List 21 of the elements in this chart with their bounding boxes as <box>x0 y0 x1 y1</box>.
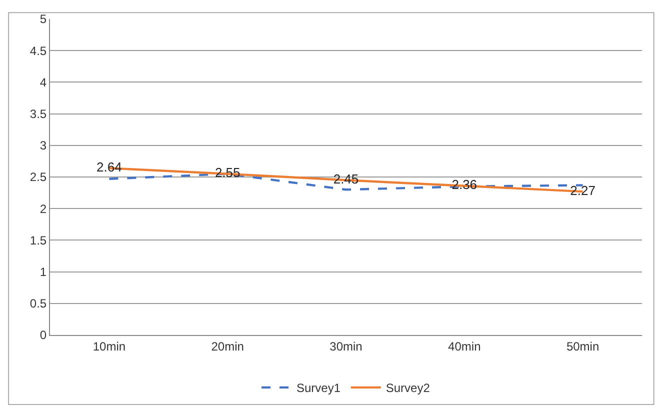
legend-label: Survey1 <box>296 381 341 396</box>
x-tick-label: 40min <box>448 339 481 354</box>
x-tick-label: 10min <box>92 339 126 354</box>
y-tick-label: 1.5 <box>30 233 47 248</box>
x-tick-label: 30min <box>330 339 362 354</box>
y-tick-label: 4.5 <box>30 44 47 58</box>
y-tick-label: 2.5 <box>30 170 47 184</box>
y-tick-label: 4 <box>40 75 47 90</box>
data-label: 2.45 <box>333 171 359 186</box>
y-tick-label: 3.5 <box>30 107 47 121</box>
y-tick-label: 5 <box>40 12 47 26</box>
y-tick-label: 0.5 <box>30 296 47 311</box>
x-tick-label: 20min <box>211 339 244 354</box>
y-tick-label: 2 <box>40 202 47 216</box>
data-label: 2.27 <box>570 182 596 198</box>
legend-label: Survey2 <box>386 381 430 396</box>
data-label: 2.64 <box>96 159 122 174</box>
y-tick-label: 3 <box>40 138 47 153</box>
y-tick-label: 0 <box>40 328 47 342</box>
x-tick-label: 50min <box>566 339 600 354</box>
y-tick-label: 1 <box>40 265 47 279</box>
